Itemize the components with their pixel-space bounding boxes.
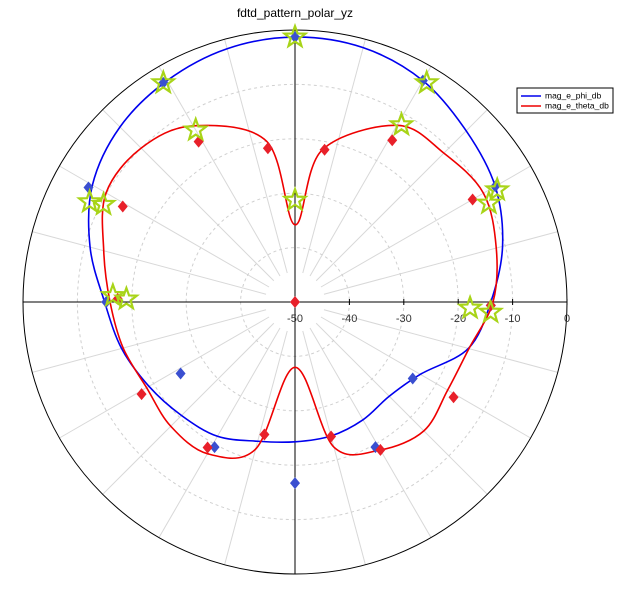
diamond-marker (387, 134, 398, 147)
spoke (59, 165, 270, 288)
diamond-marker (262, 142, 273, 155)
star-marker (477, 297, 505, 324)
star-marker (387, 110, 416, 137)
r-tick-label: -50 (287, 313, 303, 325)
star-marker (149, 68, 177, 95)
star-marker (281, 22, 309, 49)
star-marker (182, 115, 210, 142)
legend-box (516, 87, 614, 114)
spoke (32, 231, 267, 295)
diamond-marker (319, 143, 330, 156)
diamond-marker (209, 441, 220, 454)
diamond-marker (202, 441, 213, 454)
spoke (158, 327, 281, 538)
star-marker (456, 293, 484, 320)
spoke (59, 316, 270, 439)
r-tick-label: -10 (505, 313, 521, 325)
star-marker (475, 188, 503, 215)
r-tick-label: -20 (450, 313, 466, 325)
diamond-marker (259, 428, 270, 441)
series-line (87, 36, 504, 444)
star-marker (76, 187, 104, 214)
diamond-marker (375, 443, 386, 456)
star-marker (483, 175, 511, 202)
diamond-marker (83, 181, 94, 194)
diamond-marker (290, 31, 300, 44)
spoke (102, 322, 275, 495)
diamond-marker (326, 430, 337, 443)
star-marker (413, 68, 441, 95)
spoke (323, 231, 558, 295)
spoke (315, 322, 488, 495)
diamond-marker (175, 367, 186, 380)
r-tick-label: 0 (564, 313, 570, 325)
spoke (102, 109, 275, 282)
star-marker (281, 186, 309, 212)
star-marker (89, 190, 118, 216)
spoke (320, 316, 531, 439)
legend-label: mag_e_theta_db (545, 100, 609, 110)
diamond-marker (448, 391, 459, 404)
diamond-marker (290, 296, 300, 308)
spoke (224, 39, 288, 274)
spoke (302, 39, 366, 274)
diamond-marker (467, 193, 478, 206)
chart-title: fdtd_pattern_polar_yz (237, 6, 353, 20)
r-tick-label: -30 (396, 313, 412, 325)
spoke (315, 109, 488, 282)
spoke (32, 309, 267, 373)
legend-label: mag_e_phi_db (545, 90, 602, 100)
series-line (101, 124, 498, 460)
r-tick-label: -40 (341, 313, 357, 325)
diamond-marker (407, 372, 418, 385)
spoke (158, 66, 281, 277)
star-marker (99, 281, 127, 308)
diamond-marker (136, 388, 147, 401)
spoke (309, 327, 432, 538)
spoke (323, 309, 558, 373)
diamond-marker (117, 200, 128, 213)
spoke (309, 66, 432, 277)
diamond-marker (290, 477, 300, 490)
